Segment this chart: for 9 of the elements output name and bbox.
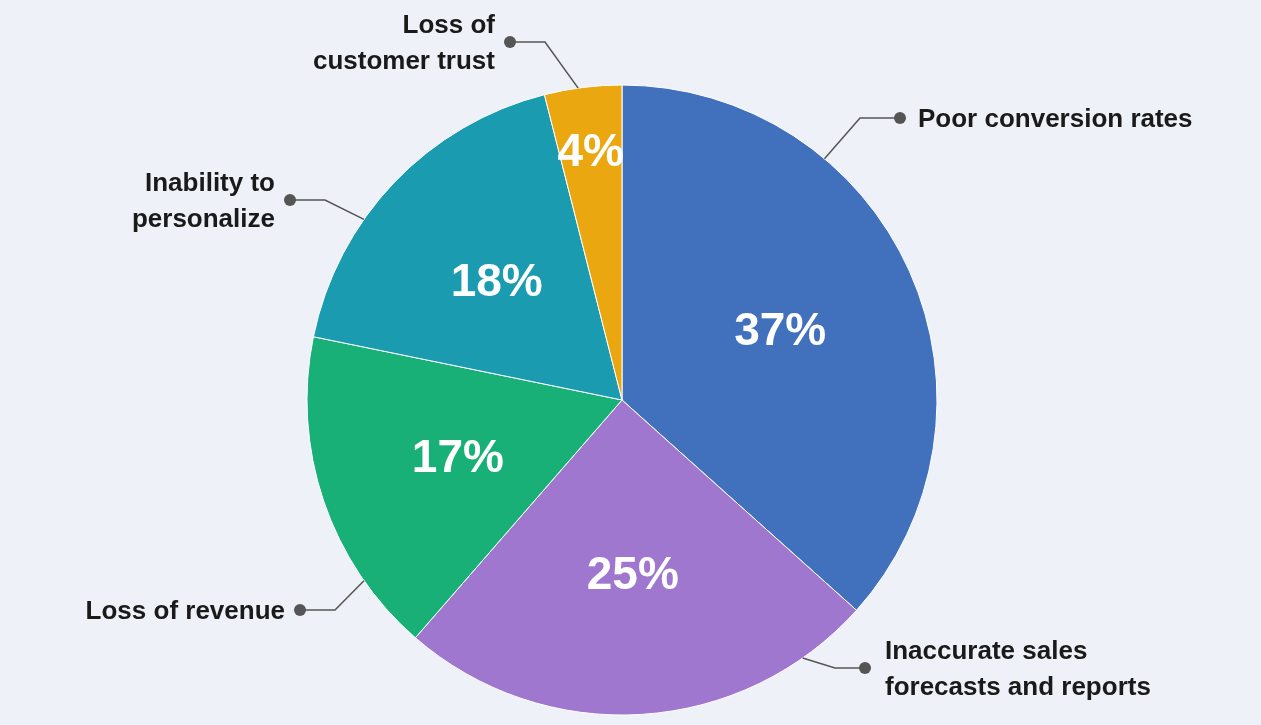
data-label: 37% [734, 303, 827, 356]
slice-label: Inability to personalize [131, 167, 275, 233]
slice-label: Loss of customer trust [312, 9, 496, 75]
slice-label: Inaccurate sales forecasts and reports [885, 635, 1151, 701]
slice-label: Loss of revenue [85, 595, 285, 625]
data-label: 25% [586, 546, 679, 599]
data-label: 18% [450, 254, 543, 307]
slice-label: Poor conversion rates [918, 103, 1193, 133]
data-label: 17% [411, 429, 504, 482]
